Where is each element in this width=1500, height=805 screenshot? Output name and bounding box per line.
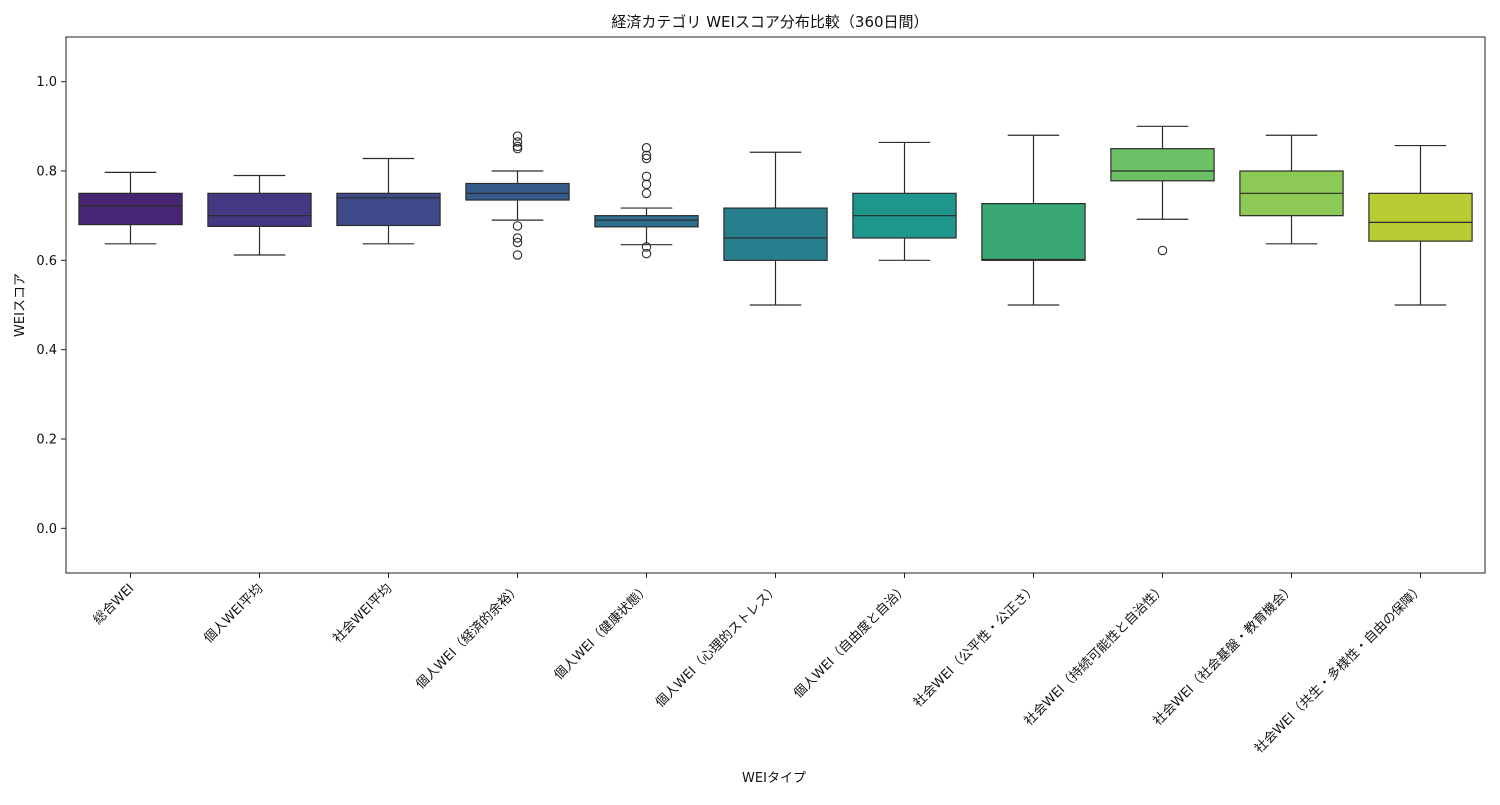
box-8	[981, 134, 1086, 306]
iqr-box	[594, 215, 699, 228]
iqr-box	[1368, 192, 1473, 242]
outlier-point	[641, 248, 652, 259]
x-axis-label: WEIタイプ	[742, 771, 806, 786]
box-5	[594, 143, 699, 259]
outlier-point	[512, 137, 523, 147]
iqr-box	[78, 192, 183, 226]
box-6	[723, 151, 828, 306]
iqr-box	[723, 207, 828, 261]
y-tick-label: 0.2	[36, 433, 57, 448]
box-3	[336, 157, 441, 245]
x-tick-label: 総合WEI	[91, 581, 138, 628]
x-tick-label: 個人WEI（心理的ストレス）	[652, 581, 782, 711]
boxes-group	[78, 125, 1473, 306]
iqr-box	[207, 192, 312, 227]
outlier-point	[641, 188, 652, 199]
outlier-point	[641, 242, 652, 252]
x-tick-label: 個人WEI平均	[201, 581, 266, 646]
outlier-point	[512, 237, 523, 248]
outlier-point	[641, 171, 652, 182]
outlier-point	[512, 143, 523, 154]
outlier-point	[512, 233, 523, 243]
box-11	[1368, 144, 1473, 306]
x-axis: 総合WEI 個人WEI平均 社会WEI平均 個人WEI（経済的余裕） 個人WEI（健康状…	[91, 573, 1427, 757]
y-tick-label: 0.4	[36, 343, 57, 358]
iqr-box	[336, 192, 441, 227]
outlier-point	[1157, 245, 1168, 256]
iqr-box	[1110, 148, 1215, 182]
y-tick-label: 0.6	[36, 254, 57, 269]
y-tick-label: 0.0	[36, 522, 57, 537]
outlier-point	[641, 143, 652, 153]
x-tick-label: 個人WEI（健康状態）	[551, 581, 653, 683]
outlier-point	[512, 131, 523, 141]
box-2	[207, 174, 312, 256]
outlier-point	[512, 221, 523, 231]
outlier-point	[641, 150, 652, 161]
x-tick-label: 社会WEI（持続可能性と自治性）	[1021, 581, 1169, 729]
outlier-point	[641, 179, 652, 190]
y-axis: 0.0 0.2 0.4 0.6 0.8 1.0	[36, 75, 66, 537]
box-10	[1239, 134, 1344, 245]
box-4	[465, 131, 570, 260]
outlier-point	[512, 250, 523, 260]
y-axis-label: WEIスコア	[13, 273, 28, 337]
x-tick-label: 社会WEI平均	[330, 581, 396, 647]
box-9	[1110, 125, 1215, 256]
box-1	[78, 171, 183, 245]
y-tick-label: 0.8	[36, 165, 57, 180]
outlier-point	[512, 141, 523, 152]
x-tick-label: 社会WEI（社会基盤・教育機会）	[1150, 581, 1298, 729]
x-tick-label: 個人WEI（自由度と自治）	[790, 581, 911, 702]
iqr-box	[465, 182, 570, 201]
x-tick-label: 個人WEI（経済的余裕）	[413, 581, 525, 693]
outlier-point	[641, 153, 652, 164]
x-tick-label: 社会WEI（公平性・公正さ）	[910, 581, 1040, 711]
box-7	[852, 141, 957, 261]
chart-title: 経済カテゴリ WEIスコア分布比較（360日間）	[611, 13, 928, 31]
y-tick-label: 1.0	[36, 75, 57, 90]
iqr-box	[981, 203, 1086, 261]
